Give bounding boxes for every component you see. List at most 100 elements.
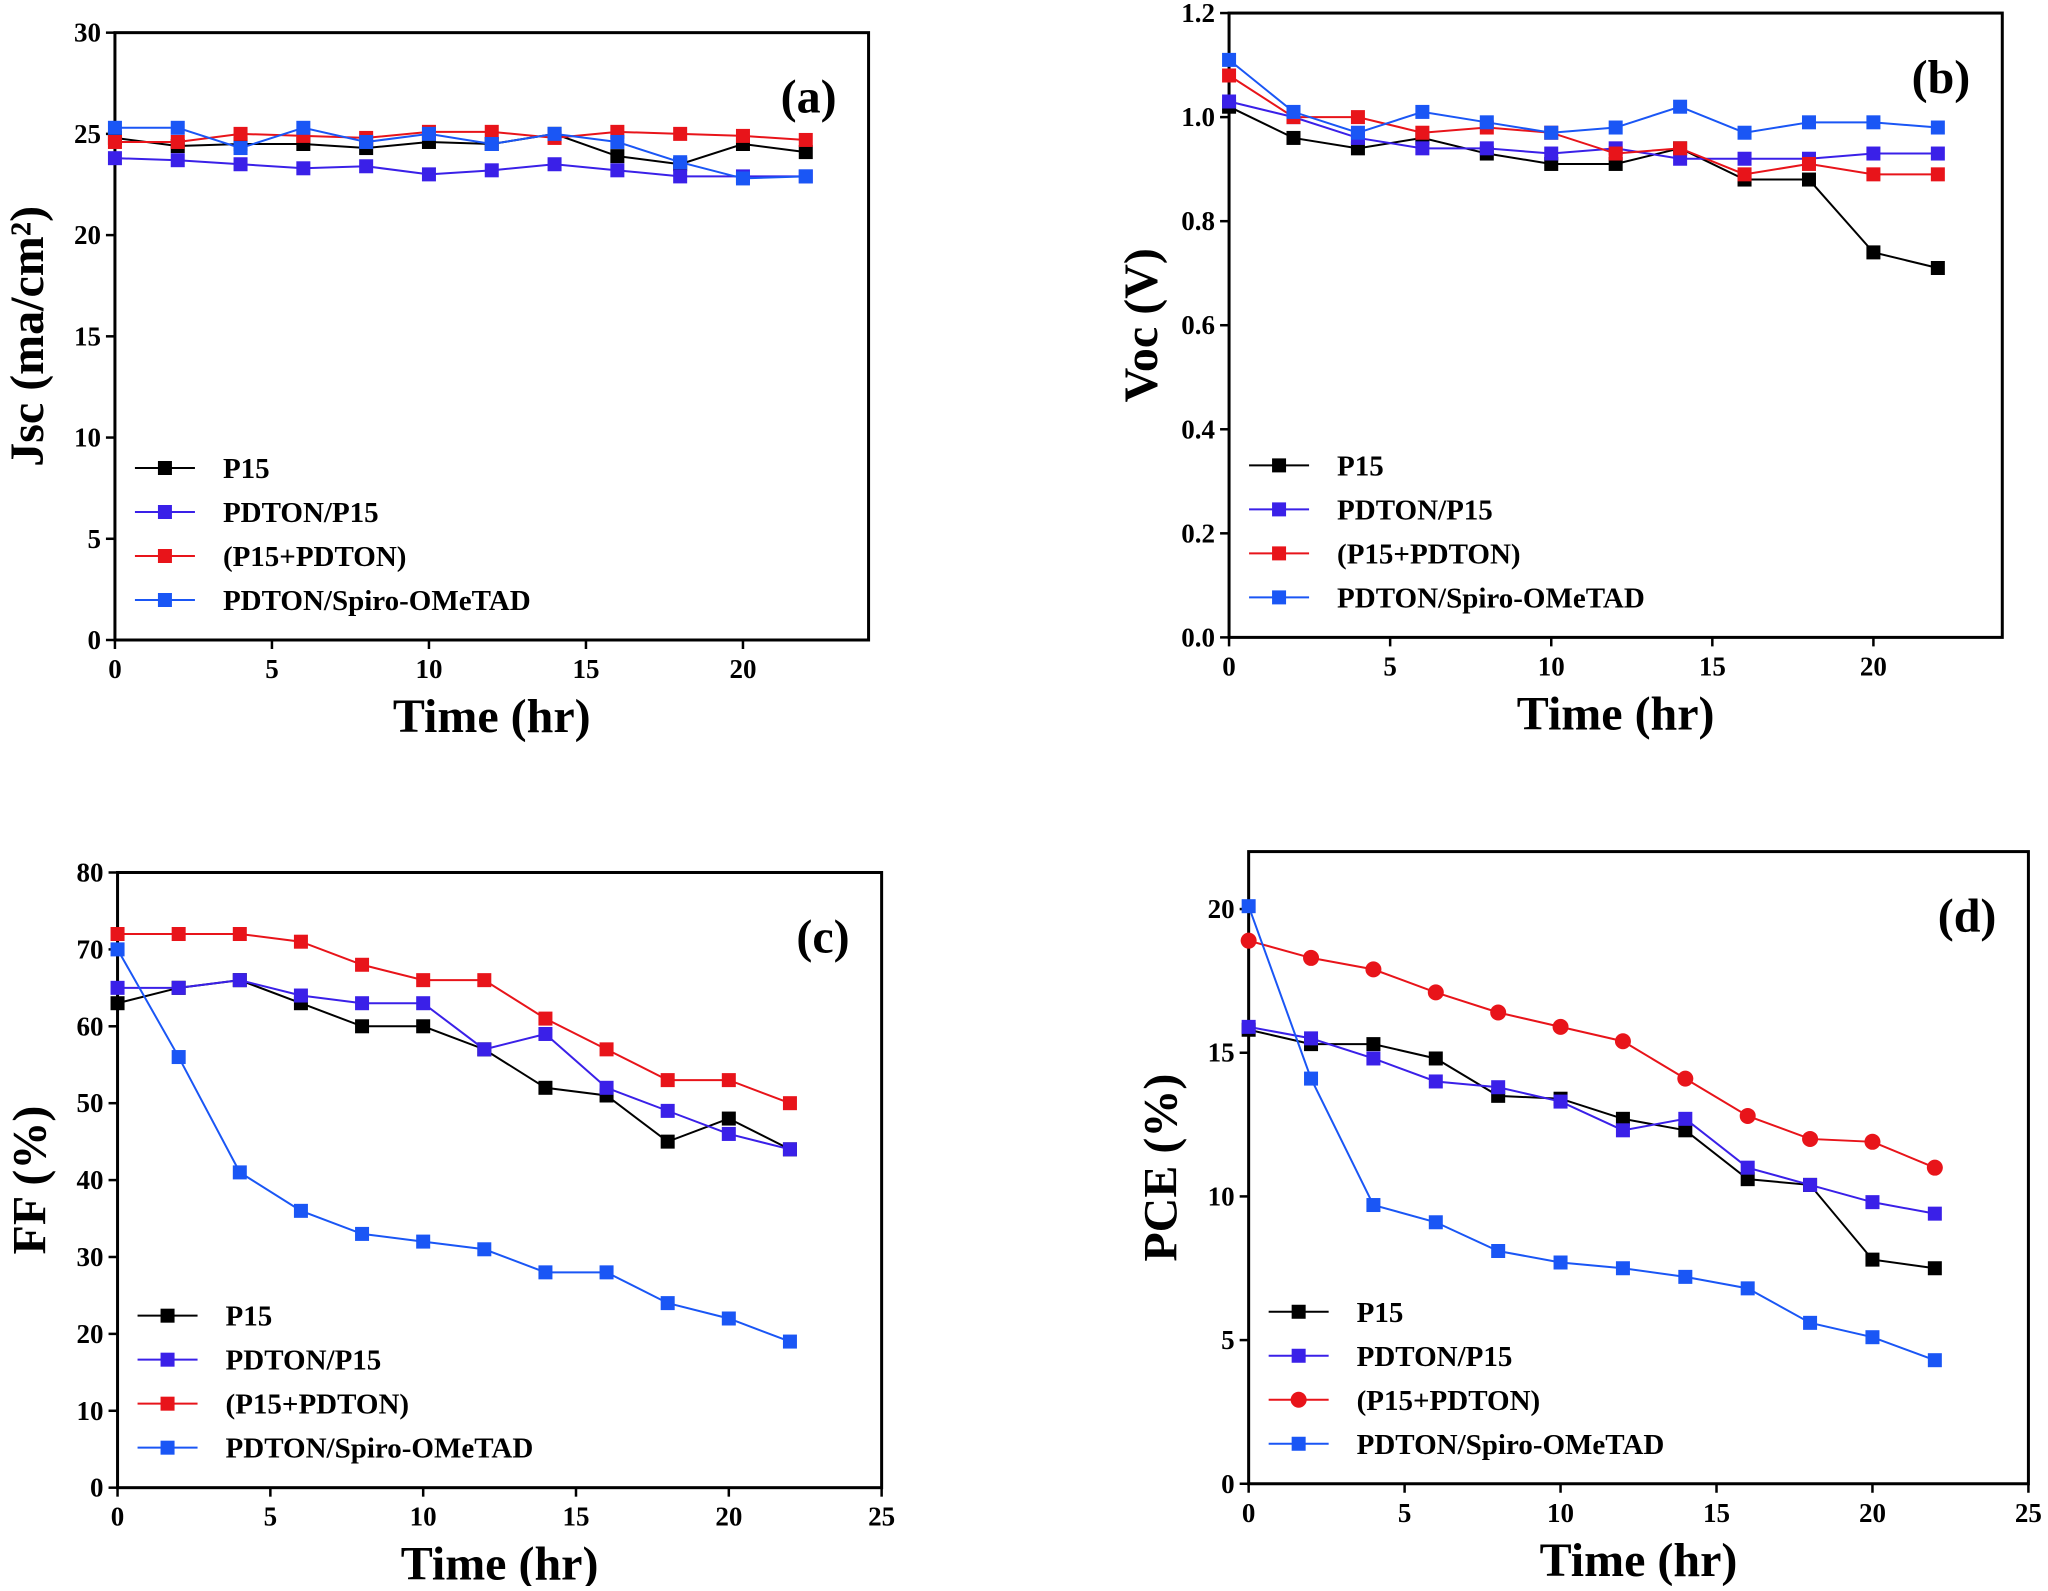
legend-marker xyxy=(1272,502,1287,517)
marker xyxy=(1552,1018,1569,1035)
y-tick-label: 15 xyxy=(74,321,101,351)
series-line xyxy=(1228,74,1938,176)
marker xyxy=(477,1042,492,1057)
marker xyxy=(1544,146,1559,161)
marker xyxy=(1366,1037,1381,1052)
x-tick-label: 0 xyxy=(111,1502,125,1532)
marker xyxy=(107,151,122,166)
marker xyxy=(1491,1244,1506,1259)
panel-label: (a) xyxy=(781,71,837,124)
marker xyxy=(1740,1172,1755,1187)
marker xyxy=(1553,1094,1568,1109)
legend-label: P15 xyxy=(223,453,270,485)
y-tick-label: 20 xyxy=(77,1319,104,1349)
marker xyxy=(293,934,308,949)
y-tick-label: 1.0 xyxy=(1181,102,1215,132)
marker xyxy=(477,1242,492,1257)
series-line xyxy=(1248,939,1936,1169)
marker xyxy=(1866,167,1881,182)
marker xyxy=(293,1203,308,1218)
x-tick-label: 0 xyxy=(1222,651,1236,681)
x-tick-label: 10 xyxy=(415,654,442,684)
y-tick-label: 0 xyxy=(90,1473,104,1503)
marker xyxy=(1866,245,1881,260)
marker xyxy=(599,1042,614,1057)
x-tick-label: 25 xyxy=(2015,1498,2042,1528)
x-tick-label: 20 xyxy=(1859,1498,1886,1528)
marker xyxy=(660,1103,675,1118)
marker xyxy=(355,957,370,972)
marker xyxy=(1739,1107,1756,1124)
marker xyxy=(599,1265,614,1280)
marker xyxy=(171,1050,186,1065)
series-line xyxy=(116,948,791,1343)
marker xyxy=(1428,1051,1443,1066)
marker xyxy=(1286,104,1301,119)
marker xyxy=(1865,1195,1880,1210)
y-tick-label: 10 xyxy=(1208,1181,1235,1211)
x-tick-label: 20 xyxy=(715,1502,742,1532)
series-line xyxy=(114,130,806,143)
marker xyxy=(1927,1353,1942,1368)
marker xyxy=(1222,52,1237,67)
x-tick-label: 0 xyxy=(108,654,122,684)
marker xyxy=(1803,1177,1818,1192)
panel-label: (b) xyxy=(1912,51,1971,104)
marker xyxy=(110,927,125,942)
marker xyxy=(1241,899,1256,914)
series-line xyxy=(1228,105,1939,269)
marker xyxy=(1241,1019,1256,1034)
x-axis-label: Time (hr) xyxy=(1540,1534,1738,1586)
marker xyxy=(1479,141,1494,156)
x-axis-label: Time (hr) xyxy=(1517,687,1715,740)
marker xyxy=(296,120,311,135)
marker xyxy=(1415,125,1430,140)
marker xyxy=(1240,932,1257,949)
y-tick-label: 0.2 xyxy=(1181,518,1215,548)
marker xyxy=(170,153,185,168)
marker xyxy=(232,927,247,942)
marker xyxy=(1553,1255,1568,1270)
series-line xyxy=(1248,1028,1935,1270)
series-line xyxy=(117,933,791,1105)
y-tick-label: 60 xyxy=(77,1011,104,1041)
marker xyxy=(1222,68,1237,83)
y-tick-label: 0 xyxy=(1221,1469,1235,1499)
x-tick-label: 20 xyxy=(729,654,756,684)
marker xyxy=(416,1019,431,1034)
chart-panel: 0 5 10 15 20 0.0 0.2 0.4 0.6 0.8 1.0 1.2 Time (hr) Vo… xyxy=(1115,0,2004,740)
plot-frame xyxy=(1247,850,2030,1486)
legend-marker xyxy=(160,1352,175,1367)
marker xyxy=(1479,115,1494,130)
y-tick-label: 0.8 xyxy=(1181,206,1215,236)
marker xyxy=(1801,115,1816,130)
legend-label: P15 xyxy=(1337,450,1384,482)
y-tick-label: 25 xyxy=(74,119,101,149)
marker xyxy=(1864,1133,1881,1150)
marker xyxy=(673,169,688,184)
legend-marker xyxy=(1272,590,1287,605)
x-axis-label: Time (hr) xyxy=(393,690,591,743)
y-tick-label: 20 xyxy=(1208,894,1235,924)
y-tick-label: 0.6 xyxy=(1181,310,1215,340)
marker xyxy=(547,126,562,141)
marker xyxy=(610,149,625,164)
series-line xyxy=(1228,59,1938,134)
series-line xyxy=(1247,905,1936,1362)
marker xyxy=(416,973,431,988)
legend-marker xyxy=(1291,1304,1306,1319)
panel-label: (c) xyxy=(796,910,849,963)
marker xyxy=(355,1226,370,1241)
series-line xyxy=(1248,1025,1936,1215)
marker xyxy=(1803,1315,1818,1330)
legend-label: PDTON/Spiro-OMeTAD xyxy=(1337,582,1645,614)
series-line xyxy=(114,126,806,180)
series-line xyxy=(1228,100,1938,160)
legend-label: PDTON/Spiro-OMeTAD xyxy=(226,1433,534,1465)
y-tick-label: 30 xyxy=(77,1242,104,1272)
marker xyxy=(1304,1031,1319,1046)
y-tick-label: 10 xyxy=(74,423,101,453)
y-axis-label: Jsc (ma/cm²) xyxy=(1,206,54,467)
marker xyxy=(170,134,185,149)
